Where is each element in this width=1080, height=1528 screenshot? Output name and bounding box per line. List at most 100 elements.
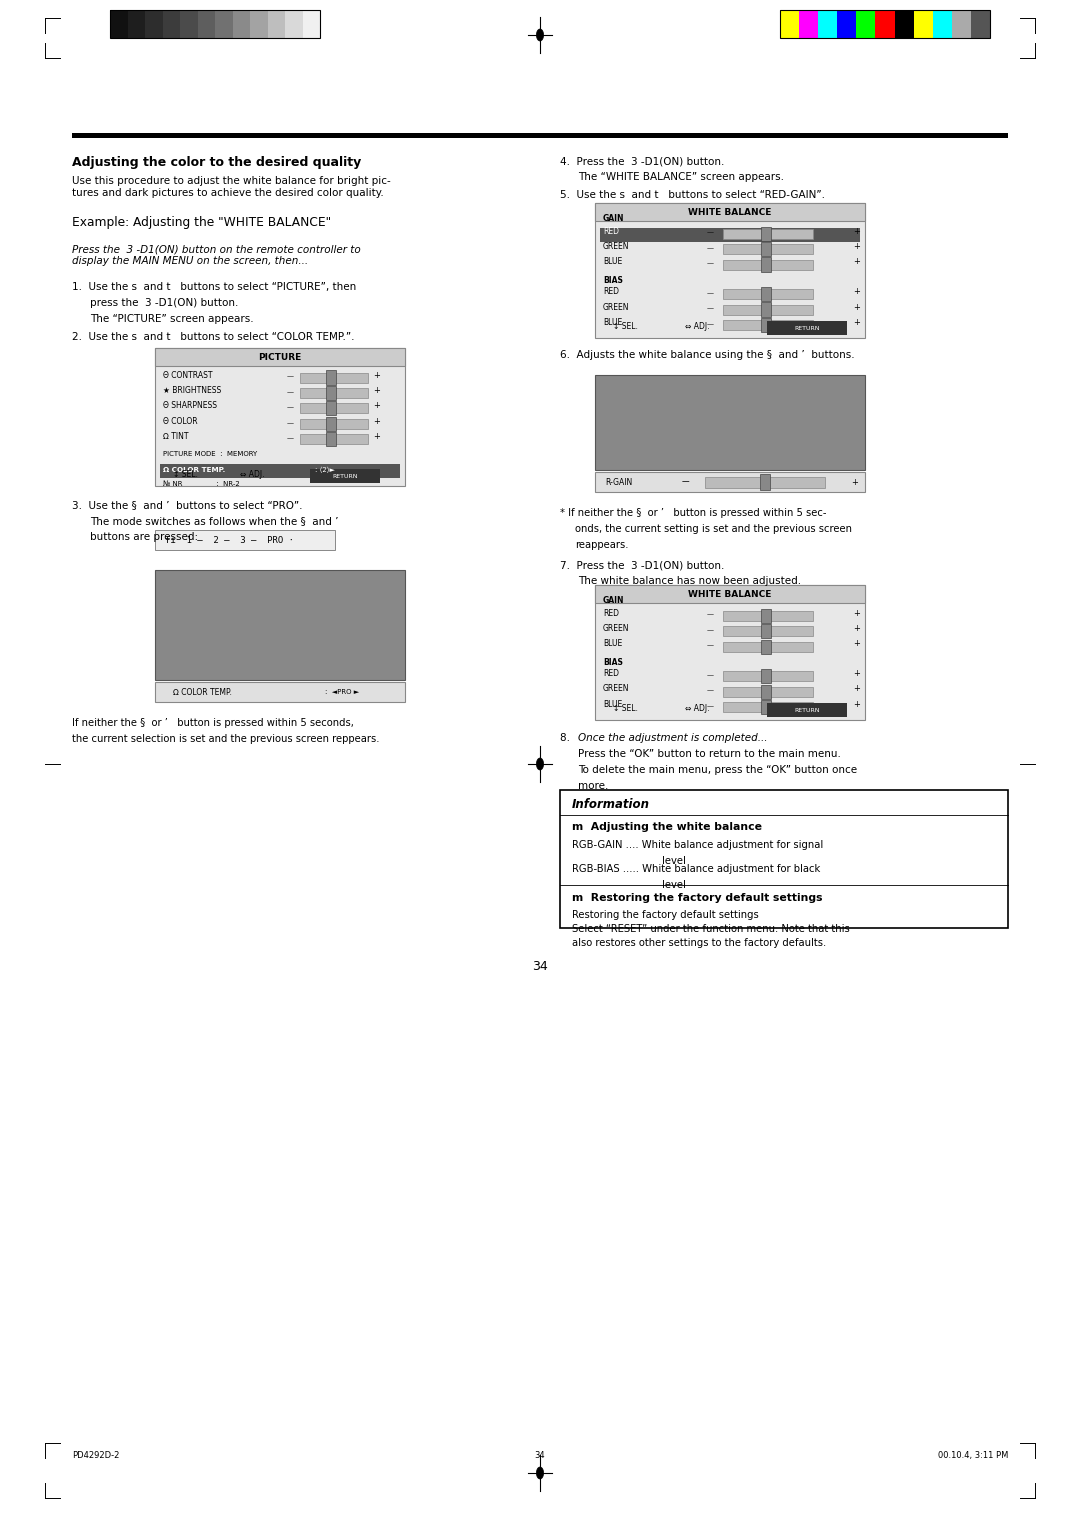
- Text: the current selection is set and the previous screen reppears.: the current selection is set and the pre…: [72, 733, 379, 744]
- Bar: [894, 11, 914, 38]
- Bar: [876, 11, 894, 38]
- Text: Example: Adjusting the "WHITE BALANCE": Example: Adjusting the "WHITE BALANCE": [72, 215, 332, 229]
- Bar: [705, 477, 825, 487]
- Text: The mode switches as follows when the §  and ’: The mode switches as follows when the § …: [90, 516, 338, 526]
- Bar: [561, 790, 1008, 927]
- Text: +: +: [853, 608, 861, 617]
- Text: —: —: [706, 260, 714, 266]
- Bar: [761, 669, 771, 683]
- Text: +: +: [853, 226, 861, 235]
- Text: buttons are pressed:: buttons are pressed:: [90, 532, 198, 542]
- Text: —: —: [286, 420, 294, 426]
- Text: GAIN: GAIN: [603, 214, 624, 223]
- Text: 7.  Press the  3 -D1(ON) button.: 7. Press the 3 -D1(ON) button.: [561, 559, 725, 570]
- Text: +: +: [853, 318, 861, 327]
- Text: press the  3 -D1(ON) button.: press the 3 -D1(ON) button.: [90, 298, 239, 309]
- Text: +: +: [851, 478, 859, 486]
- Text: +: +: [374, 402, 380, 411]
- Bar: [162, 11, 180, 38]
- Bar: [326, 432, 336, 446]
- Text: +: +: [374, 417, 380, 426]
- Text: BLUE: BLUE: [603, 318, 622, 327]
- Text: +: +: [853, 258, 861, 266]
- Bar: [232, 11, 249, 38]
- Bar: [268, 11, 285, 38]
- Text: +: +: [853, 700, 861, 709]
- Bar: [837, 11, 856, 38]
- Ellipse shape: [537, 1467, 543, 1479]
- Text: —: —: [706, 306, 714, 312]
- Ellipse shape: [537, 758, 543, 770]
- Text: 3.  Use the §  and ’  buttons to select “PRO”.: 3. Use the § and ’ buttons to select “PR…: [72, 500, 302, 510]
- Text: BIAS: BIAS: [603, 275, 623, 284]
- Bar: [761, 303, 771, 316]
- Bar: [285, 11, 302, 38]
- Text: +: +: [853, 241, 861, 251]
- Text: Ω COLOR TEMP.: Ω COLOR TEMP.: [163, 468, 226, 474]
- Bar: [761, 623, 771, 639]
- Bar: [723, 686, 813, 697]
- Text: The “WHITE BALANCE” screen appears.: The “WHITE BALANCE” screen appears.: [578, 173, 784, 182]
- Text: Once the adjustment is completed...: Once the adjustment is completed...: [578, 733, 768, 743]
- Text: RGB-BIAS ..... White balance adjustment for black: RGB-BIAS ..... White balance adjustment …: [572, 863, 820, 874]
- Bar: [951, 11, 971, 38]
- Bar: [156, 530, 335, 550]
- Text: № NR               :  NR-2: № NR : NR-2: [163, 481, 240, 487]
- Bar: [72, 133, 1008, 138]
- Bar: [856, 11, 876, 38]
- Text: BLUE: BLUE: [603, 640, 622, 648]
- Text: +: +: [853, 669, 861, 678]
- Text: 5.  Use the s  and t   buttons to select “RED-GAIN”.: 5. Use the s and t buttons to select “RE…: [561, 189, 825, 200]
- Bar: [145, 11, 162, 38]
- Text: 34: 34: [535, 1452, 545, 1459]
- Bar: [723, 611, 813, 620]
- Text: The white balance has now been adjusted.: The white balance has now been adjusted.: [578, 576, 801, 587]
- Bar: [761, 608, 771, 622]
- Text: reappears.: reappears.: [575, 539, 629, 550]
- Text: ↕ SEL.: ↕ SEL.: [613, 322, 638, 332]
- Bar: [780, 11, 990, 38]
- Bar: [300, 388, 368, 397]
- Bar: [110, 11, 320, 38]
- Bar: [300, 403, 368, 414]
- Text: onds, the current setting is set and the previous screen: onds, the current setting is set and the…: [575, 524, 852, 533]
- Text: GREEN: GREEN: [603, 241, 630, 251]
- Text: —: —: [706, 321, 714, 327]
- Bar: [160, 465, 400, 478]
- Bar: [156, 570, 405, 680]
- Bar: [156, 681, 405, 701]
- Bar: [723, 260, 813, 269]
- Text: GREEN: GREEN: [603, 623, 630, 633]
- Text: ↕ SEL.: ↕ SEL.: [613, 704, 638, 714]
- Text: WHITE BALANCE: WHITE BALANCE: [688, 590, 772, 599]
- Bar: [723, 304, 813, 315]
- Text: 34: 34: [532, 960, 548, 972]
- Text: —: —: [706, 642, 714, 648]
- Text: RGB-GAIN .... White balance adjustment for signal: RGB-GAIN .... White balance adjustment f…: [572, 840, 823, 850]
- Bar: [819, 11, 837, 38]
- Text: ⇔ ADJ.: ⇔ ADJ.: [240, 471, 265, 478]
- Text: —: —: [681, 478, 689, 486]
- Bar: [723, 319, 813, 330]
- Bar: [198, 11, 215, 38]
- Text: —: —: [706, 703, 714, 709]
- Bar: [761, 700, 771, 714]
- Text: +: +: [374, 432, 380, 442]
- Bar: [723, 289, 813, 299]
- Text: m  Adjusting the white balance: m Adjusting the white balance: [572, 822, 762, 833]
- Text: :  ◄PRO ►: : ◄PRO ►: [325, 689, 360, 695]
- Bar: [300, 434, 368, 445]
- Bar: [761, 640, 771, 654]
- Text: BLUE: BLUE: [603, 700, 622, 709]
- Bar: [767, 321, 847, 335]
- Bar: [326, 417, 336, 431]
- Bar: [595, 203, 865, 222]
- Text: Θ COLOR: Θ COLOR: [163, 417, 198, 426]
- Text: ⇔ ADJ.: ⇔ ADJ.: [685, 322, 710, 332]
- Bar: [723, 244, 813, 254]
- Text: BLUE: BLUE: [603, 258, 622, 266]
- Bar: [595, 585, 865, 720]
- Text: ★ BRIGHTNESS: ★ BRIGHTNESS: [163, 387, 221, 396]
- Text: —: —: [706, 290, 714, 296]
- Text: GREEN: GREEN: [603, 685, 630, 694]
